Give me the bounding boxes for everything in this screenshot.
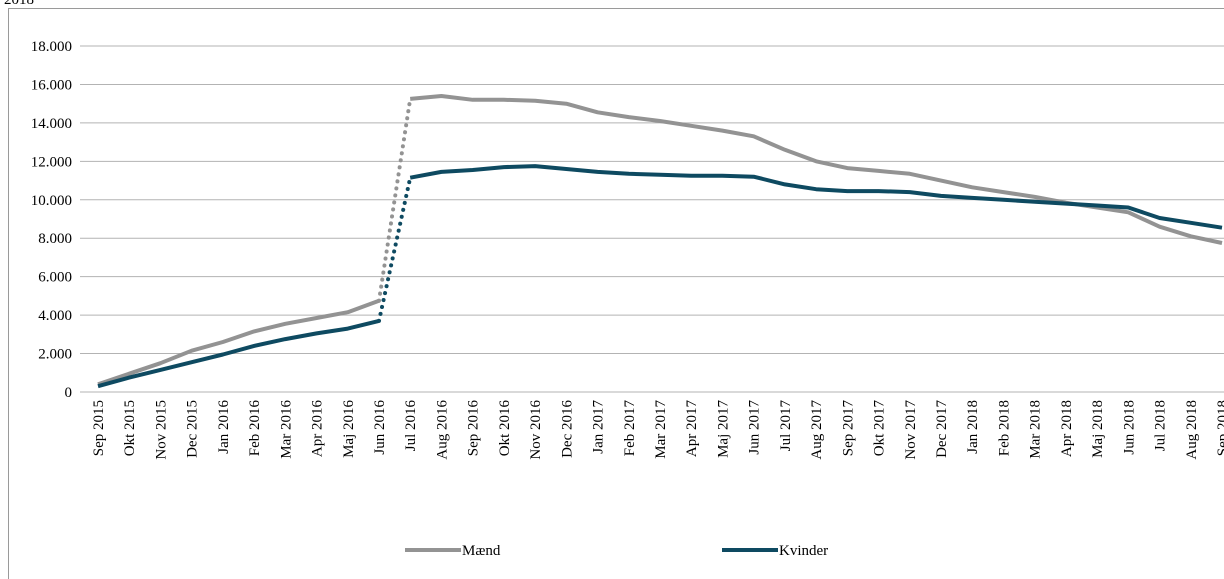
x-tick-label: Nov 2017 — [903, 400, 919, 460]
y-tick-label: 16.000 — [31, 77, 72, 93]
x-tick-label: Feb 2016 — [247, 400, 263, 457]
y-tick-label: 0 — [65, 385, 73, 401]
x-tick-label: Sep 2015 — [91, 400, 107, 456]
x-tick-label: Apr 2018 — [1059, 400, 1075, 457]
x-tick-label: Nov 2015 — [153, 400, 169, 460]
x-tick-label: Sep 2018 — [1215, 400, 1224, 456]
x-tick-label: Aug 2018 — [1184, 400, 1200, 460]
x-tick-label: Maj 2018 — [1090, 400, 1106, 458]
x-tick-label: Mar 2018 — [1028, 400, 1044, 459]
x-tick-label: Jan 2018 — [965, 400, 981, 454]
x-tick-label: Apr 2016 — [310, 400, 326, 458]
x-tick-label: Apr 2017 — [684, 400, 700, 458]
x-tick-label: Sep 2016 — [466, 400, 482, 457]
x-tick-label: Aug 2017 — [809, 400, 825, 460]
x-tick-label: Nov 2016 — [528, 400, 544, 460]
x-tick-label: Mar 2016 — [278, 400, 294, 459]
x-tick-label: Jul 2016 — [403, 400, 419, 452]
series-gap-dotted — [377, 175, 413, 323]
x-tick-label: Dec 2017 — [934, 400, 950, 458]
x-tick-label: Okt 2016 — [497, 400, 513, 457]
x-tick-label: Jan 2017 — [591, 400, 607, 454]
series-line — [410, 94, 1223, 245]
y-tick-label: 4.000 — [38, 308, 72, 324]
x-tick-label: Okt 2017 — [872, 400, 888, 457]
x-tick-label: Aug 2016 — [434, 400, 450, 460]
y-tick-label: 12.000 — [31, 154, 72, 170]
y-tick-label: 2.000 — [38, 347, 72, 363]
chart-title: 2018 — [4, 0, 34, 8]
y-tick-label: 6.000 — [38, 270, 72, 286]
x-tick-label: Jul 2018 — [1153, 400, 1169, 451]
x-tick-label: Feb 2018 — [996, 400, 1012, 456]
x-tick-label: Maj 2016 — [341, 400, 357, 458]
series-line — [97, 298, 380, 387]
legend-label: Mænd — [462, 543, 501, 559]
chart-frame — [8, 8, 1224, 579]
x-tick-label: Maj 2017 — [715, 400, 731, 458]
x-tick-label: Jun 2017 — [747, 400, 763, 455]
x-tick-label: Okt 2015 — [122, 400, 138, 456]
x-tick-label: Dec 2016 — [559, 400, 575, 458]
series-line — [409, 164, 1223, 230]
series-line — [97, 318, 380, 389]
x-tick-label: Sep 2017 — [840, 400, 856, 457]
y-tick-label: 8.000 — [38, 231, 72, 247]
y-tick-label: 10.000 — [31, 193, 72, 209]
x-tick-label: Jun 2018 — [1121, 400, 1137, 455]
y-tick-label: 18.000 — [31, 39, 72, 55]
x-tick-label: Jun 2016 — [372, 400, 388, 455]
x-tick-label: Mar 2017 — [653, 400, 669, 459]
series-gap-dotted — [377, 96, 413, 303]
x-tick-label: Feb 2017 — [622, 400, 638, 457]
x-tick-label: Jul 2017 — [778, 400, 794, 452]
legend-label: Kvinder — [779, 543, 828, 559]
x-tick-label: Dec 2015 — [185, 400, 201, 458]
y-tick-label: 14.000 — [31, 116, 72, 132]
x-tick-label: Jan 2016 — [216, 400, 232, 454]
